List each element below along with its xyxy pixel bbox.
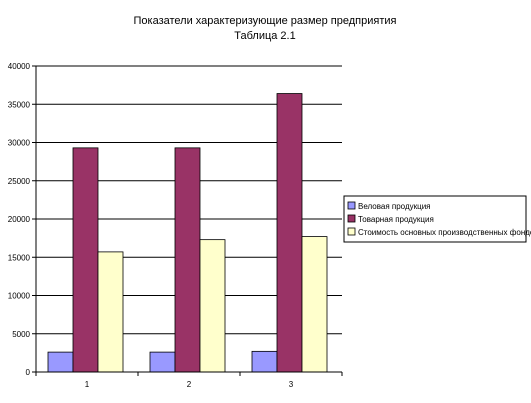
y-tick-label: 30000 [8, 139, 31, 148]
legend-swatch [347, 214, 356, 223]
bar [149, 351, 176, 373]
x-tick-label: 1 [85, 380, 90, 389]
y-tick-label: 40000 [8, 62, 31, 71]
chart-title: Показатели характеризующие размер предпр… [134, 15, 397, 27]
bar [72, 147, 99, 373]
y-tick-label: 15000 [8, 253, 31, 262]
x-tick-label: 3 [289, 380, 294, 389]
bars [47, 93, 328, 373]
chart-subtitle: Таблица 2.1 [234, 30, 295, 42]
bar [97, 251, 124, 373]
legend-label: Товарная продукция [358, 215, 434, 224]
y-tick-label: 25000 [8, 177, 31, 186]
y-tick-label: 10000 [8, 292, 31, 301]
bar [251, 350, 278, 373]
bar [301, 236, 328, 373]
y-tick-label: 5000 [12, 330, 30, 339]
legend-box [343, 195, 527, 243]
y-tick-label: 35000 [8, 100, 31, 109]
bar [174, 147, 201, 373]
y-axis-ticks: 0 5000 10000 15000 20000 25000 30000 35000 40000 [8, 62, 36, 377]
y-tick-label: 0 [26, 368, 31, 377]
axes [35, 66, 342, 373]
x-tick-label: 2 [187, 380, 192, 389]
y-tick-label: 20000 [8, 215, 31, 224]
legend-label: Стоимость основных производственных фонд… [358, 228, 531, 237]
legend-label: Веловая продукция [358, 202, 431, 211]
bar [199, 239, 226, 373]
legend-swatch [347, 227, 356, 236]
x-axis-ticks: 1 2 3 [35, 372, 343, 389]
legend: Веловая продукция Товарная продукция Стоим… [343, 195, 531, 243]
legend-swatch [347, 201, 356, 210]
bar [47, 351, 74, 373]
bar [276, 93, 303, 373]
